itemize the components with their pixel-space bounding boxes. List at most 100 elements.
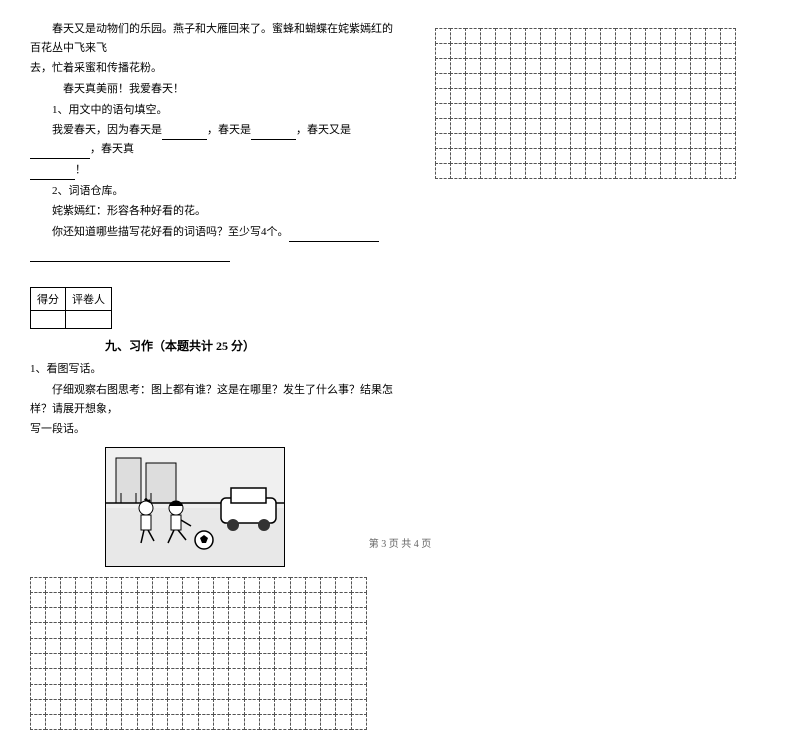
grid-cell[interactable] xyxy=(690,73,706,89)
grid-cell[interactable] xyxy=(675,28,691,44)
grid-cell[interactable] xyxy=(600,43,616,59)
grid-cell[interactable] xyxy=(465,43,481,59)
grid-cell[interactable] xyxy=(480,103,496,119)
grid-cell[interactable] xyxy=(137,653,153,669)
grid-cell[interactable] xyxy=(675,88,691,104)
grid-cell[interactable] xyxy=(675,103,691,119)
grid-cell[interactable] xyxy=(645,103,661,119)
grid-cell[interactable] xyxy=(244,684,260,700)
grid-cell[interactable] xyxy=(540,118,556,134)
grid-cell[interactable] xyxy=(705,133,721,149)
grid-cell[interactable] xyxy=(510,103,526,119)
grid-cell[interactable] xyxy=(305,653,321,669)
grid-cell[interactable] xyxy=(570,148,586,164)
grid-cell[interactable] xyxy=(290,592,306,608)
grid-cell[interactable] xyxy=(690,28,706,44)
blank-2[interactable] xyxy=(251,127,296,140)
grid-cell[interactable] xyxy=(335,653,351,669)
grid-cell[interactable] xyxy=(600,148,616,164)
grid-cell[interactable] xyxy=(121,577,137,593)
grid-cell[interactable] xyxy=(121,592,137,608)
grid-cell[interactable] xyxy=(335,622,351,638)
grid-cell[interactable] xyxy=(152,668,168,684)
grid-cell[interactable] xyxy=(480,73,496,89)
grid-cell[interactable] xyxy=(720,58,736,74)
grid-cell[interactable] xyxy=(91,638,107,654)
grid-cell[interactable] xyxy=(480,148,496,164)
grid-cell[interactable] xyxy=(645,148,661,164)
grid-cell[interactable] xyxy=(91,622,107,638)
grid-cell[interactable] xyxy=(335,577,351,593)
grid-cell[interactable] xyxy=(450,118,466,134)
grid-cell[interactable] xyxy=(525,88,541,104)
grid-cell[interactable] xyxy=(480,43,496,59)
grid-cell[interactable] xyxy=(45,699,61,715)
grid-cell[interactable] xyxy=(60,592,76,608)
grid-cell[interactable] xyxy=(244,699,260,715)
grid-cell[interactable] xyxy=(645,73,661,89)
grid-cell[interactable] xyxy=(30,653,46,669)
grid-cell[interactable] xyxy=(450,43,466,59)
grid-cell[interactable] xyxy=(198,653,214,669)
grid-cell[interactable] xyxy=(228,577,244,593)
grid-cell[interactable] xyxy=(152,714,168,730)
grader-cell[interactable] xyxy=(66,311,112,329)
grid-cell[interactable] xyxy=(540,88,556,104)
grid-cell[interactable] xyxy=(228,607,244,623)
grid-cell[interactable] xyxy=(305,699,321,715)
grid-cell[interactable] xyxy=(435,103,451,119)
grid-cell[interactable] xyxy=(351,653,367,669)
grid-cell[interactable] xyxy=(615,58,631,74)
grid-cell[interactable] xyxy=(690,133,706,149)
grid-cell[interactable] xyxy=(510,148,526,164)
grid-cell[interactable] xyxy=(335,592,351,608)
grid-cell[interactable] xyxy=(182,668,198,684)
grid-cell[interactable] xyxy=(555,163,571,179)
grid-cell[interactable] xyxy=(660,43,676,59)
grid-cell[interactable] xyxy=(600,88,616,104)
grid-cell[interactable] xyxy=(435,28,451,44)
grid-cell[interactable] xyxy=(198,668,214,684)
grid-cell[interactable] xyxy=(645,163,661,179)
grid-cell[interactable] xyxy=(690,43,706,59)
grid-cell[interactable] xyxy=(450,28,466,44)
grid-cell[interactable] xyxy=(335,638,351,654)
grid-cell[interactable] xyxy=(167,638,183,654)
grid-cell[interactable] xyxy=(244,622,260,638)
grid-cell[interactable] xyxy=(720,118,736,134)
grid-cell[interactable] xyxy=(106,714,122,730)
grid-cell[interactable] xyxy=(137,699,153,715)
grid-cell[interactable] xyxy=(121,668,137,684)
grid-cell[interactable] xyxy=(675,43,691,59)
grid-cell[interactable] xyxy=(320,638,336,654)
grid-cell[interactable] xyxy=(106,653,122,669)
grid-cell[interactable] xyxy=(585,58,601,74)
grid-cell[interactable] xyxy=(213,668,229,684)
grid-cell[interactable] xyxy=(106,577,122,593)
grid-cell[interactable] xyxy=(630,163,646,179)
grid-cell[interactable] xyxy=(720,73,736,89)
grid-cell[interactable] xyxy=(630,58,646,74)
grid-cell[interactable] xyxy=(351,592,367,608)
grid-cell[interactable] xyxy=(540,28,556,44)
grid-cell[interactable] xyxy=(630,28,646,44)
grid-cell[interactable] xyxy=(465,133,481,149)
blank-5[interactable] xyxy=(289,229,379,242)
grid-cell[interactable] xyxy=(675,163,691,179)
grid-cell[interactable] xyxy=(75,684,91,700)
grid-cell[interactable] xyxy=(274,622,290,638)
grid-cell[interactable] xyxy=(435,163,451,179)
grid-cell[interactable] xyxy=(495,88,511,104)
grid-cell[interactable] xyxy=(152,577,168,593)
grid-cell[interactable] xyxy=(152,607,168,623)
grid-cell[interactable] xyxy=(615,73,631,89)
grid-cell[interactable] xyxy=(75,638,91,654)
grid-cell[interactable] xyxy=(259,592,275,608)
grid-cell[interactable] xyxy=(75,699,91,715)
grid-cell[interactable] xyxy=(290,653,306,669)
grid-cell[interactable] xyxy=(570,103,586,119)
grid-cell[interactable] xyxy=(213,653,229,669)
grid-cell[interactable] xyxy=(570,118,586,134)
grid-cell[interactable] xyxy=(525,103,541,119)
grid-cell[interactable] xyxy=(630,148,646,164)
